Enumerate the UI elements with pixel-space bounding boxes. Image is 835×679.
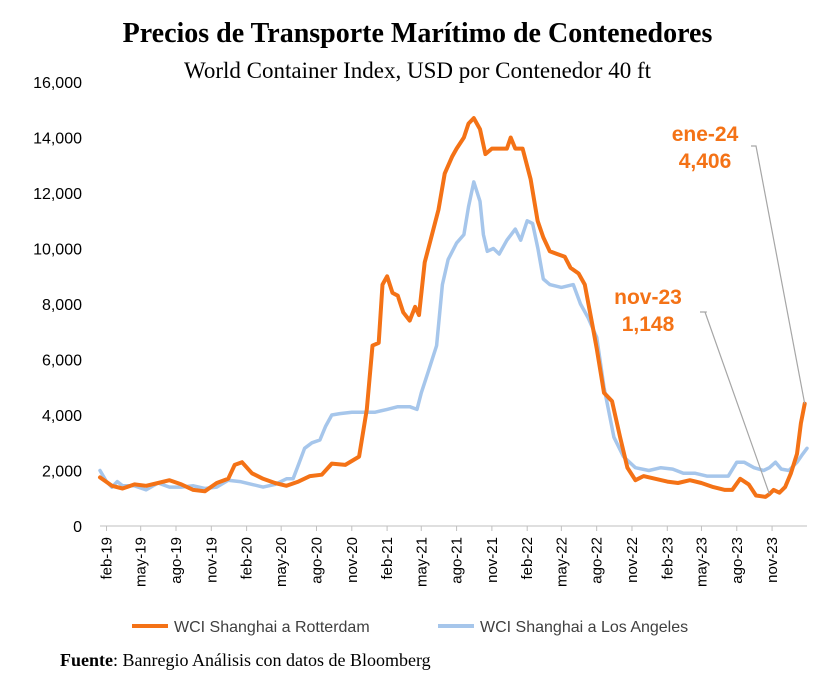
x-tick-label: feb-21 — [379, 537, 396, 580]
x-tick-label: feb-23 — [659, 537, 676, 580]
y-tick-label: 2,000 — [42, 464, 82, 481]
annotation-date-label: nov-23 — [614, 286, 682, 309]
x-tick-label: nov-21 — [484, 537, 501, 583]
y-tick-label: 4,000 — [42, 408, 82, 425]
y-tick-label: 12,000 — [33, 186, 82, 203]
x-tick-label: may-21 — [413, 537, 430, 587]
x-tick-label: feb-20 — [239, 537, 256, 580]
annotation-leader-line — [751, 145, 806, 404]
y-tick-label: 6,000 — [42, 353, 82, 370]
source-label: Fuente — [60, 650, 113, 670]
x-tick-label: may-19 — [133, 537, 150, 587]
series-line-rotterdam — [98, 116, 807, 499]
x-tick-label: ago-22 — [589, 537, 606, 584]
x-tick-label: ago-21 — [449, 537, 466, 584]
annotation-leader-line — [700, 311, 770, 495]
x-tick-label: feb-22 — [519, 537, 536, 580]
x-tick-label: ago-23 — [729, 537, 746, 584]
legend-los-angeles-label: WCI Shanghai a Los Angeles — [480, 619, 688, 636]
legend-rotterdam-label: WCI Shanghai a Rotterdam — [174, 619, 370, 636]
source-note: Fuente: Banregio Análisis con datos de B… — [60, 650, 431, 671]
x-tick-label: ago-19 — [168, 537, 185, 584]
x-tick-label: may-22 — [553, 537, 570, 587]
series-line-los-angeles — [98, 180, 809, 492]
x-tick-label: feb-19 — [99, 537, 116, 580]
x-tick-label: ago-20 — [308, 537, 325, 584]
chart-subtitle: World Container Index, USD por Contenedo… — [183, 58, 651, 83]
chart-title: Precios de Transporte Marítimo de Conten… — [122, 18, 713, 49]
x-tick-label: nov-22 — [624, 537, 641, 583]
annotation-value-label: 4,406 — [679, 150, 732, 173]
x-tick-label: nov-20 — [344, 537, 361, 583]
x-tick-label: may-20 — [273, 537, 290, 587]
y-tick-label: 10,000 — [33, 242, 82, 259]
y-tick-label: 8,000 — [42, 297, 82, 314]
x-tick-label: may-23 — [693, 537, 710, 587]
y-tick-label: 16,000 — [33, 75, 82, 92]
annotation-value-label: 1,148 — [622, 313, 675, 336]
y-tick-label: 14,000 — [33, 131, 82, 148]
x-tick-label: nov-23 — [764, 537, 781, 583]
source-text: : Banregio Análisis con datos de Bloombe… — [113, 650, 431, 670]
y-tick-label: 0 — [73, 519, 82, 536]
annotation-date-label: ene-24 — [672, 123, 739, 146]
x-tick-label: nov-19 — [203, 537, 220, 583]
